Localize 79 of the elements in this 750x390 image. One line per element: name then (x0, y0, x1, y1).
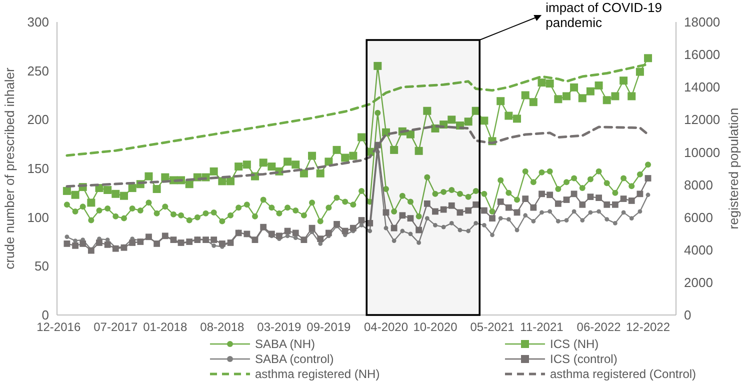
y-tick-label: 150 (27, 161, 49, 176)
point (613, 220, 618, 226)
y2-tick-label: 0 (684, 308, 692, 323)
y2-tick-label: 6000 (684, 210, 713, 225)
y2-axis-title: registered population (726, 108, 741, 230)
y2-tick-label: 4000 (684, 242, 713, 258)
y2-tick-label: 18000 (684, 14, 720, 30)
point (548, 209, 552, 214)
point (449, 220, 454, 226)
point (588, 210, 593, 215)
y2-tick-label: 14000 (684, 80, 720, 95)
x-tick-label: 03-2019 (257, 320, 302, 334)
point (441, 224, 446, 230)
point (514, 228, 520, 232)
point (400, 228, 405, 234)
legend-label: ICS (NH) (550, 337, 599, 352)
x-tick-label: 09-2019 (306, 320, 352, 334)
y-tick-label: 250 (27, 63, 49, 78)
x-tick-label: 10-2020 (413, 320, 458, 334)
point (458, 228, 462, 232)
y-tick-label: 50 (34, 258, 49, 274)
x-tick-label: 01-2018 (143, 320, 188, 334)
point (466, 228, 471, 234)
legend-label: SABA (NH) (255, 337, 316, 352)
point (572, 209, 576, 214)
y-tick-label: 200 (27, 112, 49, 128)
point (629, 216, 634, 221)
legend-label: ICS (control) (550, 352, 618, 366)
point (433, 222, 438, 228)
y2-tick-label: 16000 (684, 47, 720, 62)
point (73, 238, 78, 243)
point (540, 210, 544, 215)
y2-tick-label: 2000 (684, 274, 713, 290)
point (285, 234, 290, 238)
y-axis-title: crude number of prescribed inhaler (2, 67, 17, 270)
point (498, 216, 503, 221)
x-tick-label: 04-2020 (364, 320, 408, 334)
point (638, 209, 642, 214)
point (408, 232, 413, 236)
y-tick-label: 100 (27, 210, 49, 225)
point (105, 238, 110, 242)
legend-label: asthma registered (NH) (255, 367, 380, 382)
point (293, 236, 298, 240)
point (604, 217, 610, 222)
point (384, 226, 388, 230)
legend-label: SABA (control) (255, 352, 334, 366)
y2-tick-label: 8000 (684, 177, 713, 192)
point (531, 219, 536, 224)
point (621, 210, 626, 215)
x-tick-label: 11-2021 (520, 320, 564, 334)
y2-tick-label: 10000 (684, 144, 720, 160)
x-tick-label: 12-2022 (626, 320, 670, 334)
point (318, 242, 323, 246)
point (580, 218, 585, 222)
point (368, 228, 372, 234)
point (596, 209, 601, 214)
point (646, 192, 650, 198)
y-tick-label: 0 (42, 308, 49, 323)
point (490, 232, 494, 238)
y-tick-label: 300 (27, 14, 49, 30)
point (556, 219, 560, 224)
point (424, 216, 430, 221)
point (564, 218, 569, 222)
point (474, 220, 478, 226)
x-tick-label: 06-2022 (576, 320, 622, 334)
x-tick-label: 12-2016 (36, 320, 81, 334)
point (416, 240, 422, 245)
point (482, 222, 486, 228)
x-tick-label: 08-2018 (200, 320, 245, 334)
y2-tick-label: 12000 (684, 112, 720, 128)
point (523, 213, 528, 218)
point (392, 238, 396, 243)
x-tick-label: 07-2017 (94, 320, 138, 334)
legend-label: impact of COVID-19 pandemic (546, 0, 662, 30)
x-tick-label: 05-2021 (470, 320, 515, 334)
point (506, 217, 511, 222)
point (64, 234, 70, 240)
legend-label: asthma registered (Control) (550, 367, 696, 382)
point (212, 243, 216, 248)
